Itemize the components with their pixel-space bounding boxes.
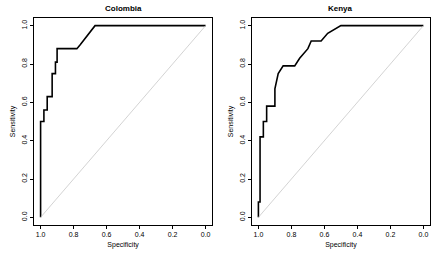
svg-text:0.6: 0.6: [21, 96, 28, 106]
svg-text:Colombia: Colombia: [105, 4, 142, 13]
svg-text:0.2: 0.2: [239, 173, 246, 183]
svg-text:1.0: 1.0: [36, 231, 46, 238]
svg-text:0.0: 0.0: [239, 211, 246, 221]
svg-text:0.2: 0.2: [386, 231, 396, 238]
svg-text:0.4: 0.4: [353, 231, 363, 238]
svg-text:0.2: 0.2: [168, 231, 178, 238]
svg-text:0.4: 0.4: [21, 135, 28, 145]
svg-text:Specificity: Specificity: [107, 241, 139, 249]
svg-text:1.0: 1.0: [239, 20, 246, 30]
svg-text:0.0: 0.0: [201, 231, 211, 238]
svg-text:0.4: 0.4: [239, 135, 246, 145]
svg-text:0.0: 0.0: [21, 211, 28, 221]
svg-text:Specificity: Specificity: [325, 241, 357, 249]
svg-text:1.0: 1.0: [254, 231, 264, 238]
svg-text:Sensitivity: Sensitivity: [227, 105, 235, 137]
svg-text:0.8: 0.8: [69, 231, 79, 238]
svg-text:0.8: 0.8: [21, 58, 28, 68]
svg-text:Sensitivity: Sensitivity: [9, 105, 17, 137]
svg-text:0.6: 0.6: [320, 231, 330, 238]
svg-text:0.6: 0.6: [239, 96, 246, 106]
svg-text:0.6: 0.6: [102, 231, 112, 238]
svg-text:0.4: 0.4: [135, 231, 145, 238]
svg-text:1.0: 1.0: [21, 20, 28, 30]
svg-text:0.8: 0.8: [239, 58, 246, 68]
svg-text:0.8: 0.8: [287, 231, 297, 238]
svg-text:0.2: 0.2: [21, 173, 28, 183]
svg-text:Kenya: Kenya: [328, 4, 353, 13]
svg-text:0.0: 0.0: [419, 231, 429, 238]
